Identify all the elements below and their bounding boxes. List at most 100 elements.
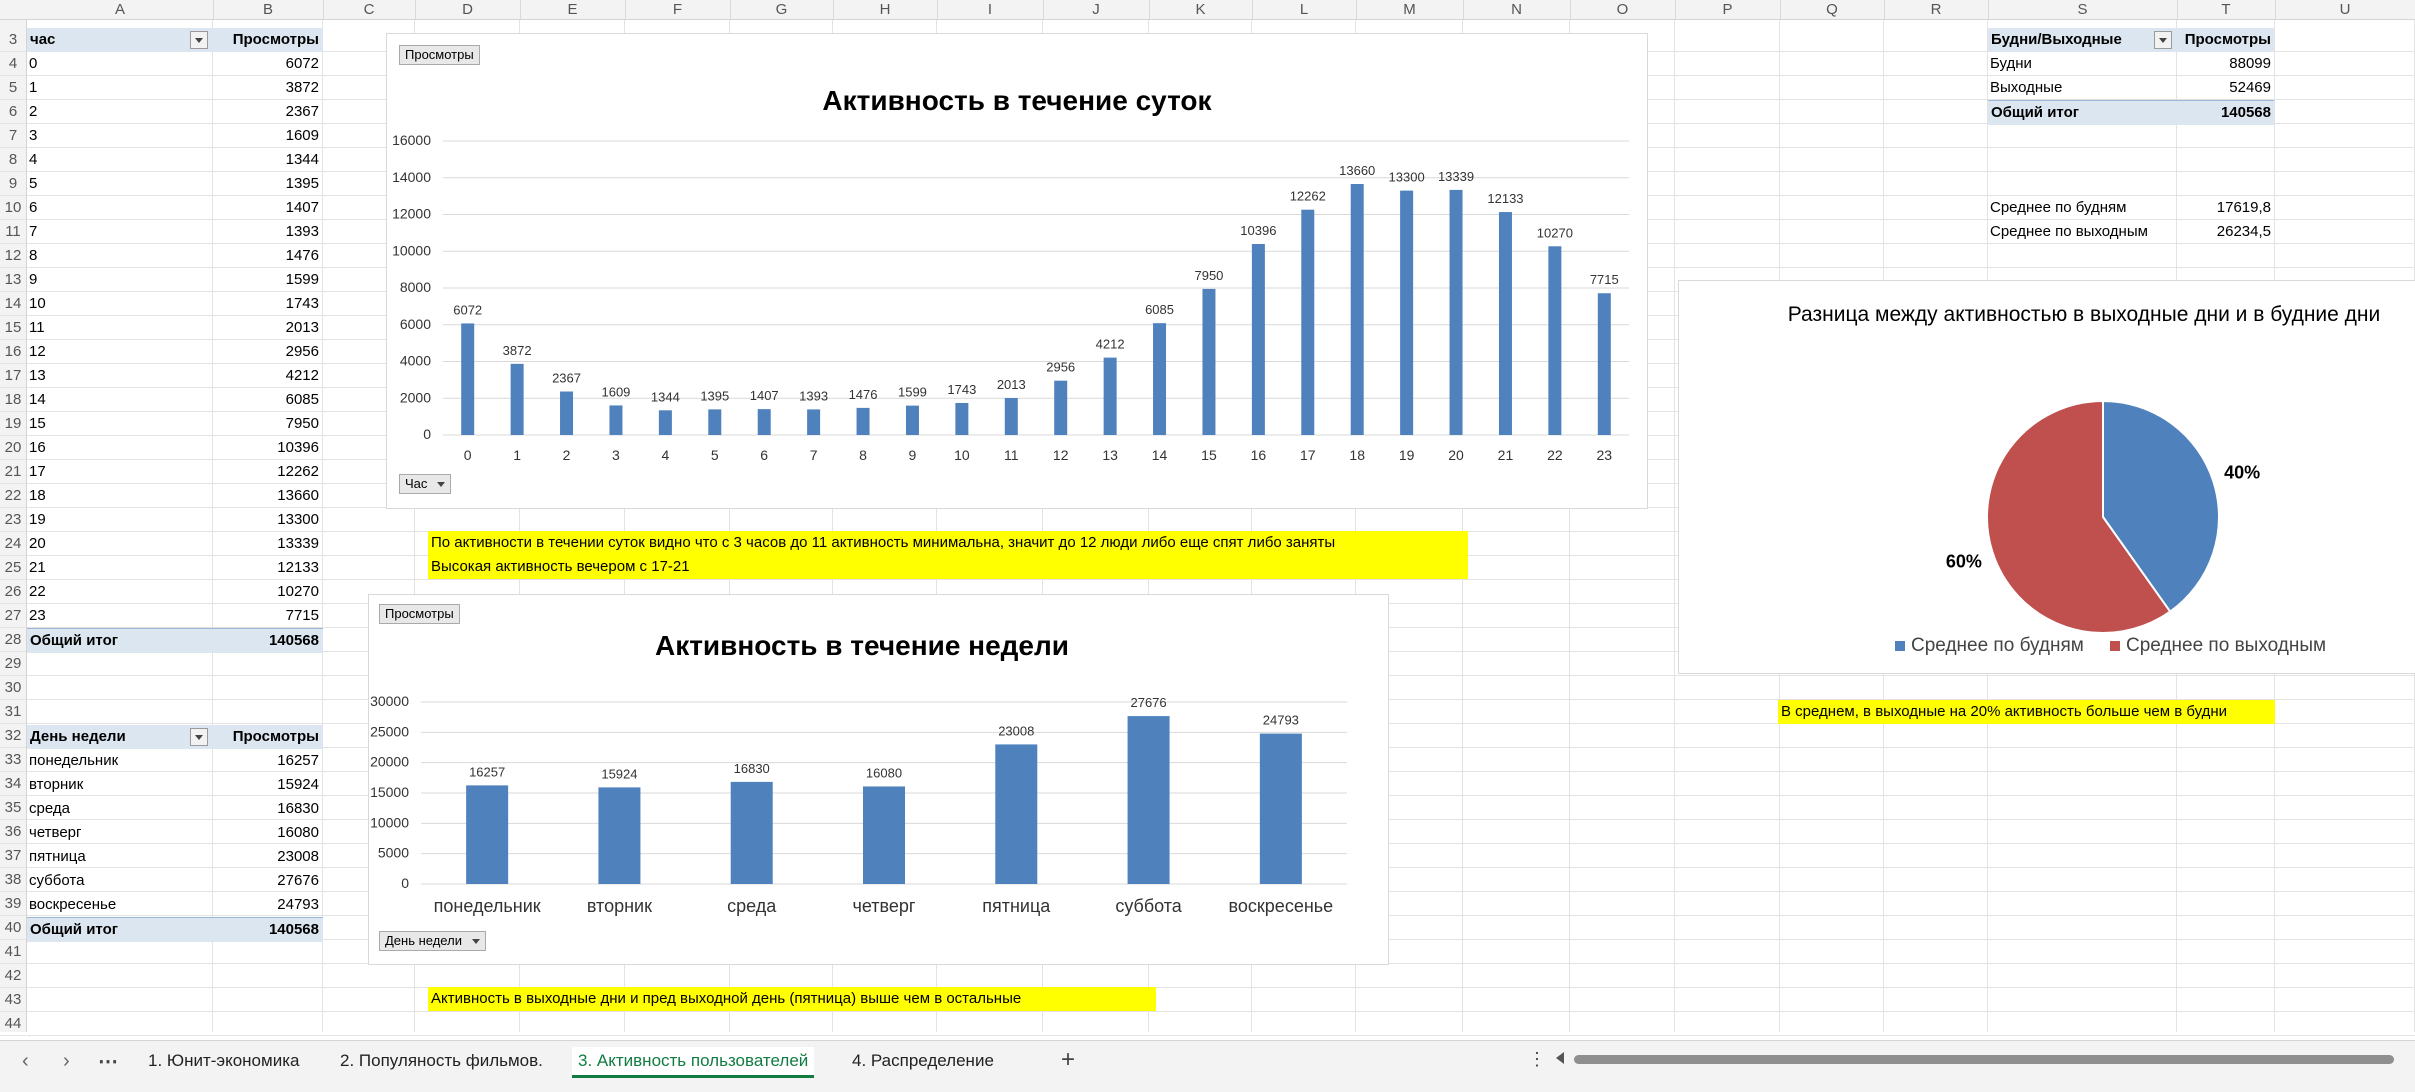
column-header[interactable]: D bbox=[415, 0, 521, 19]
row-header[interactable]: 7 bbox=[0, 124, 26, 148]
row-header[interactable]: 19 bbox=[0, 412, 26, 436]
filter-dropdown-icon[interactable] bbox=[190, 728, 208, 746]
row-header[interactable]: 44 bbox=[0, 1012, 26, 1036]
row-header[interactable]: 32 bbox=[0, 724, 26, 748]
hour-field-button[interactable]: Час bbox=[399, 474, 452, 494]
chevron-left-icon[interactable]: ‹ bbox=[22, 1050, 29, 1072]
row-header[interactable]: 25 bbox=[0, 556, 26, 580]
x-tick-label: 19 bbox=[1399, 447, 1415, 463]
column-header[interactable]: F bbox=[625, 0, 731, 19]
row-header[interactable]: 23 bbox=[0, 508, 26, 532]
row-header[interactable]: 10 bbox=[0, 196, 26, 220]
row-header[interactable]: 22 bbox=[0, 484, 26, 508]
chevron-right-icon[interactable]: › bbox=[63, 1050, 70, 1072]
row-header[interactable]: 43 bbox=[0, 988, 26, 1012]
row-header[interactable]: 30 bbox=[0, 676, 26, 700]
ellipsis-icon[interactable]: ⋯ bbox=[98, 1051, 118, 1073]
row-header[interactable]: 16 bbox=[0, 340, 26, 364]
row-header[interactable]: 17 bbox=[0, 364, 26, 388]
pivot-row-value: 6085 bbox=[285, 391, 319, 408]
row-header[interactable]: 29 bbox=[0, 652, 26, 676]
sheet-tab-4[interactable]: 4. Распределение bbox=[852, 1051, 994, 1070]
values-field-button[interactable]: Просмотры bbox=[379, 604, 460, 624]
scroll-left-icon[interactable] bbox=[1556, 1052, 1564, 1064]
week-activity-chart[interactable]: Просмотры Активность в течение недели 0 50… bbox=[368, 594, 1389, 965]
chart-title: Активность в течение недели bbox=[655, 630, 1069, 661]
hour-activity-chart[interactable]: Просмотры Активность в течение суток 0 200… bbox=[386, 33, 1648, 509]
row-header[interactable]: 36 bbox=[0, 820, 26, 844]
row-header[interactable]: 9 bbox=[0, 172, 26, 196]
row-header[interactable]: 28 bbox=[0, 628, 26, 652]
values-field-button[interactable]: Просмотры bbox=[399, 45, 480, 65]
bar bbox=[1449, 189, 1463, 435]
column-header[interactable]: N bbox=[1463, 0, 1571, 19]
row-header[interactable]: 11 bbox=[0, 220, 26, 244]
bar bbox=[1597, 293, 1611, 435]
column-header[interactable]: R bbox=[1884, 0, 1989, 19]
row-header[interactable]: 35 bbox=[0, 796, 26, 820]
row-header[interactable]: 24 bbox=[0, 532, 26, 556]
weekend-pie-chart[interactable]: Разница между активностью в выходные дни… bbox=[1678, 280, 2415, 674]
row-header[interactable]: 26 bbox=[0, 580, 26, 604]
pivot-row-header: Будни/Выходные bbox=[1988, 28, 2180, 52]
row-header[interactable]: 20 bbox=[0, 436, 26, 460]
filter-dropdown-icon[interactable] bbox=[2154, 31, 2172, 49]
pivot-row-label: 3 bbox=[29, 127, 38, 144]
row-header[interactable]: 12 bbox=[0, 244, 26, 268]
week-field-button[interactable]: День недели bbox=[379, 931, 486, 951]
row-header[interactable]: 41 bbox=[0, 940, 26, 964]
row-header[interactable]: 38 bbox=[0, 868, 26, 892]
pivot-row-value: 2956 bbox=[285, 343, 319, 360]
x-tick-label: пятница bbox=[982, 896, 1051, 916]
column-header[interactable]: P bbox=[1675, 0, 1781, 19]
data-label: 27676 bbox=[1130, 695, 1166, 710]
column-header[interactable]: C bbox=[323, 0, 416, 19]
row-header[interactable]: 13 bbox=[0, 268, 26, 292]
row-header[interactable]: 15 bbox=[0, 316, 26, 340]
pivot-row-label: пятница bbox=[29, 848, 86, 865]
sheet-tab-1[interactable]: 1. Юнит-экономика bbox=[148, 1051, 300, 1070]
vertical-ellipsis-icon[interactable]: ⋮ bbox=[1528, 1049, 1546, 1069]
row-header[interactable]: 27 bbox=[0, 604, 26, 628]
row-header[interactable]: 18 bbox=[0, 388, 26, 412]
row-header[interactable]: 40 bbox=[0, 916, 26, 940]
row-header[interactable]: 5 bbox=[0, 76, 26, 100]
data-label: 2956 bbox=[1046, 360, 1075, 375]
row-header[interactable]: 6 bbox=[0, 100, 26, 124]
row-header[interactable]: 31 bbox=[0, 700, 26, 724]
column-header[interactable]: S bbox=[1988, 0, 2178, 19]
plus-icon[interactable]: + bbox=[1061, 1046, 1076, 1073]
column-header[interactable]: G bbox=[730, 0, 834, 19]
gridline-horizontal bbox=[27, 1011, 2415, 1012]
row-header[interactable]: 3 bbox=[0, 28, 26, 52]
column-header[interactable]: E bbox=[520, 0, 626, 19]
column-header[interactable]: L bbox=[1252, 0, 1357, 19]
sheet-tab-2[interactable]: 2. Популяность фильмов. bbox=[340, 1051, 543, 1070]
row-header[interactable]: 33 bbox=[0, 748, 26, 772]
filter-dropdown-icon[interactable] bbox=[190, 31, 208, 49]
column-header[interactable]: J bbox=[1043, 0, 1150, 19]
row-header[interactable]: 8 bbox=[0, 148, 26, 172]
column-header[interactable]: B bbox=[213, 0, 324, 19]
column-header[interactable]: A bbox=[27, 0, 214, 19]
row-header[interactable]: 34 bbox=[0, 772, 26, 796]
row-header[interactable]: 39 bbox=[0, 892, 26, 916]
pivot-row-value: 10396 bbox=[277, 439, 319, 456]
row-header[interactable]: 4 bbox=[0, 52, 26, 76]
column-header[interactable]: M bbox=[1356, 0, 1464, 19]
column-header[interactable]: H bbox=[833, 0, 938, 19]
column-header[interactable]: K bbox=[1149, 0, 1253, 19]
column-header[interactable]: Q bbox=[1780, 0, 1885, 19]
column-header[interactable]: U bbox=[2275, 0, 2415, 19]
column-header[interactable]: O bbox=[1570, 0, 1676, 19]
sheet-tab-3-active[interactable]: 3. Активность пользователей bbox=[572, 1047, 815, 1078]
y-tick-label: 20000 bbox=[370, 754, 409, 770]
row-header[interactable]: 14 bbox=[0, 292, 26, 316]
horizontal-scrollbar[interactable] bbox=[1574, 1055, 2394, 1064]
column-header[interactable]: I bbox=[937, 0, 1044, 19]
row-header[interactable]: 37 bbox=[0, 844, 26, 868]
row-header[interactable]: 42 bbox=[0, 964, 26, 988]
row-header[interactable]: 21 bbox=[0, 460, 26, 484]
column-header[interactable]: T bbox=[2177, 0, 2276, 19]
bar bbox=[757, 409, 771, 435]
